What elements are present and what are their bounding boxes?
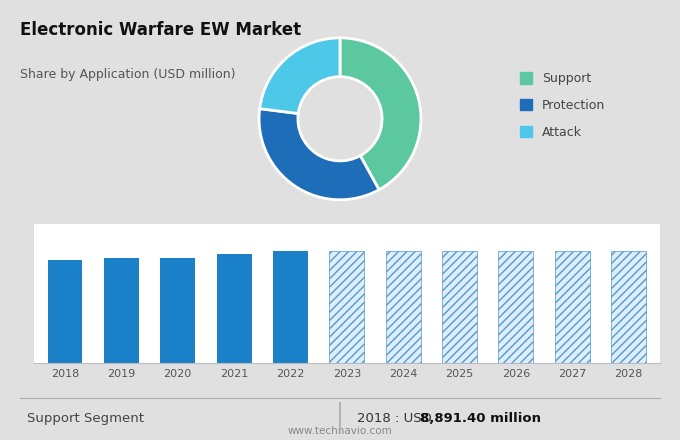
Wedge shape <box>260 38 340 114</box>
Bar <box>386 251 421 363</box>
Text: Support Segment: Support Segment <box>27 412 144 425</box>
Text: Electronic Warfare EW Market: Electronic Warfare EW Market <box>20 21 301 39</box>
Bar <box>498 251 533 363</box>
Text: 8,891.40 million: 8,891.40 million <box>420 412 541 425</box>
Bar <box>160 258 195 363</box>
Text: Share by Application (USD million): Share by Application (USD million) <box>20 68 236 81</box>
Bar <box>217 254 252 363</box>
Bar <box>442 251 477 363</box>
Bar <box>48 260 82 363</box>
Text: www.technavio.com: www.technavio.com <box>288 426 392 436</box>
Legend: Support, Protection, Attack: Support, Protection, Attack <box>520 72 605 139</box>
Bar <box>555 251 590 363</box>
Wedge shape <box>259 109 379 200</box>
Text: 2018 : USD: 2018 : USD <box>357 412 436 425</box>
Wedge shape <box>340 38 421 190</box>
Bar <box>273 251 308 363</box>
Bar <box>329 251 364 363</box>
Bar <box>104 258 139 363</box>
Bar <box>611 251 646 363</box>
